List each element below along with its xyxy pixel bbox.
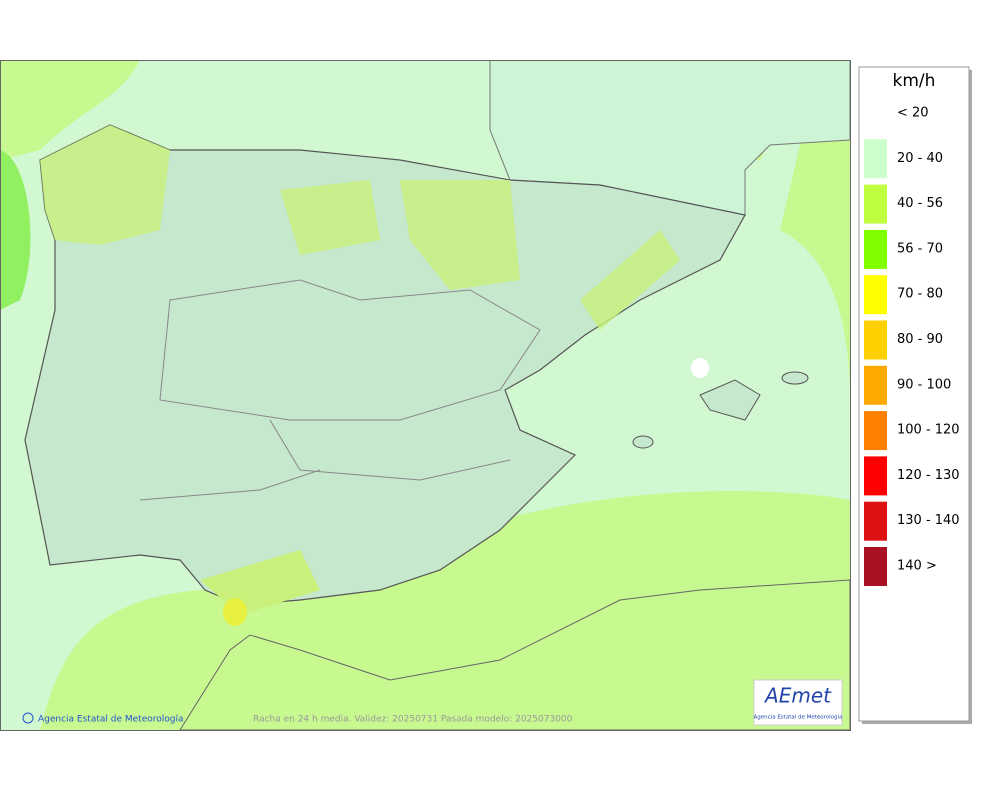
legend-label: < 20 (897, 106, 929, 121)
legend-items: < 20 20 - 40 40 - 56 56 - 70 70 - 80 80 - 90 9… (864, 106, 960, 586)
legend-swatch (864, 411, 887, 451)
legend-swatch (864, 456, 887, 496)
legend-swatch (864, 365, 887, 405)
legend-label: 140 > (897, 559, 937, 574)
credit: Agencia Estatal de Meteorología (38, 715, 184, 725)
wind-zone (780, 60, 850, 400)
island (699, 379, 761, 421)
map (0, 60, 850, 730)
wind-zone (280, 180, 380, 255)
wind-zone (200, 550, 320, 615)
wind-zone (0, 60, 140, 160)
wind-zone (580, 230, 680, 330)
legend-label: 70 - 80 (897, 287, 943, 302)
wind-zone (400, 180, 520, 290)
logo-box (753, 679, 843, 726)
borders (139, 279, 541, 501)
legend-swatch (864, 139, 887, 179)
island (691, 358, 709, 378)
legend-swatch (864, 501, 887, 541)
legend-label: 56 - 70 (897, 241, 943, 256)
island (781, 371, 809, 385)
copyright-icon (22, 712, 34, 724)
wind-zone (40, 125, 170, 245)
france (489, 60, 850, 216)
island (632, 435, 654, 449)
logo: AEmet (763, 684, 832, 708)
legend-label: 20 - 40 (897, 151, 943, 166)
legend-swatch (864, 275, 887, 315)
legend-swatch (864, 547, 887, 586)
legend-title: km/h (893, 71, 936, 91)
map-frame (0, 60, 851, 731)
legend-label: 100 - 120 (897, 423, 960, 438)
wind-zone (0, 150, 31, 310)
wind-zone (223, 598, 247, 626)
legend-label: 120 - 130 (897, 468, 960, 483)
legend-swatch (864, 184, 887, 224)
caption: Racha en 24 h media. Validez: 20250731 P… (253, 715, 573, 725)
legend-label: 90 - 100 (897, 377, 951, 392)
legend-label: 80 - 90 (897, 332, 943, 347)
logo-subtitle: Agencia Estatal de Meteorología (754, 714, 843, 721)
africa-coast (179, 579, 850, 730)
legend-label: 130 - 140 (897, 513, 960, 528)
legend-swatch (864, 229, 887, 269)
legend-swatch (864, 320, 887, 360)
legend-label: 40 - 56 (897, 196, 943, 211)
wind-zone (40, 491, 850, 730)
